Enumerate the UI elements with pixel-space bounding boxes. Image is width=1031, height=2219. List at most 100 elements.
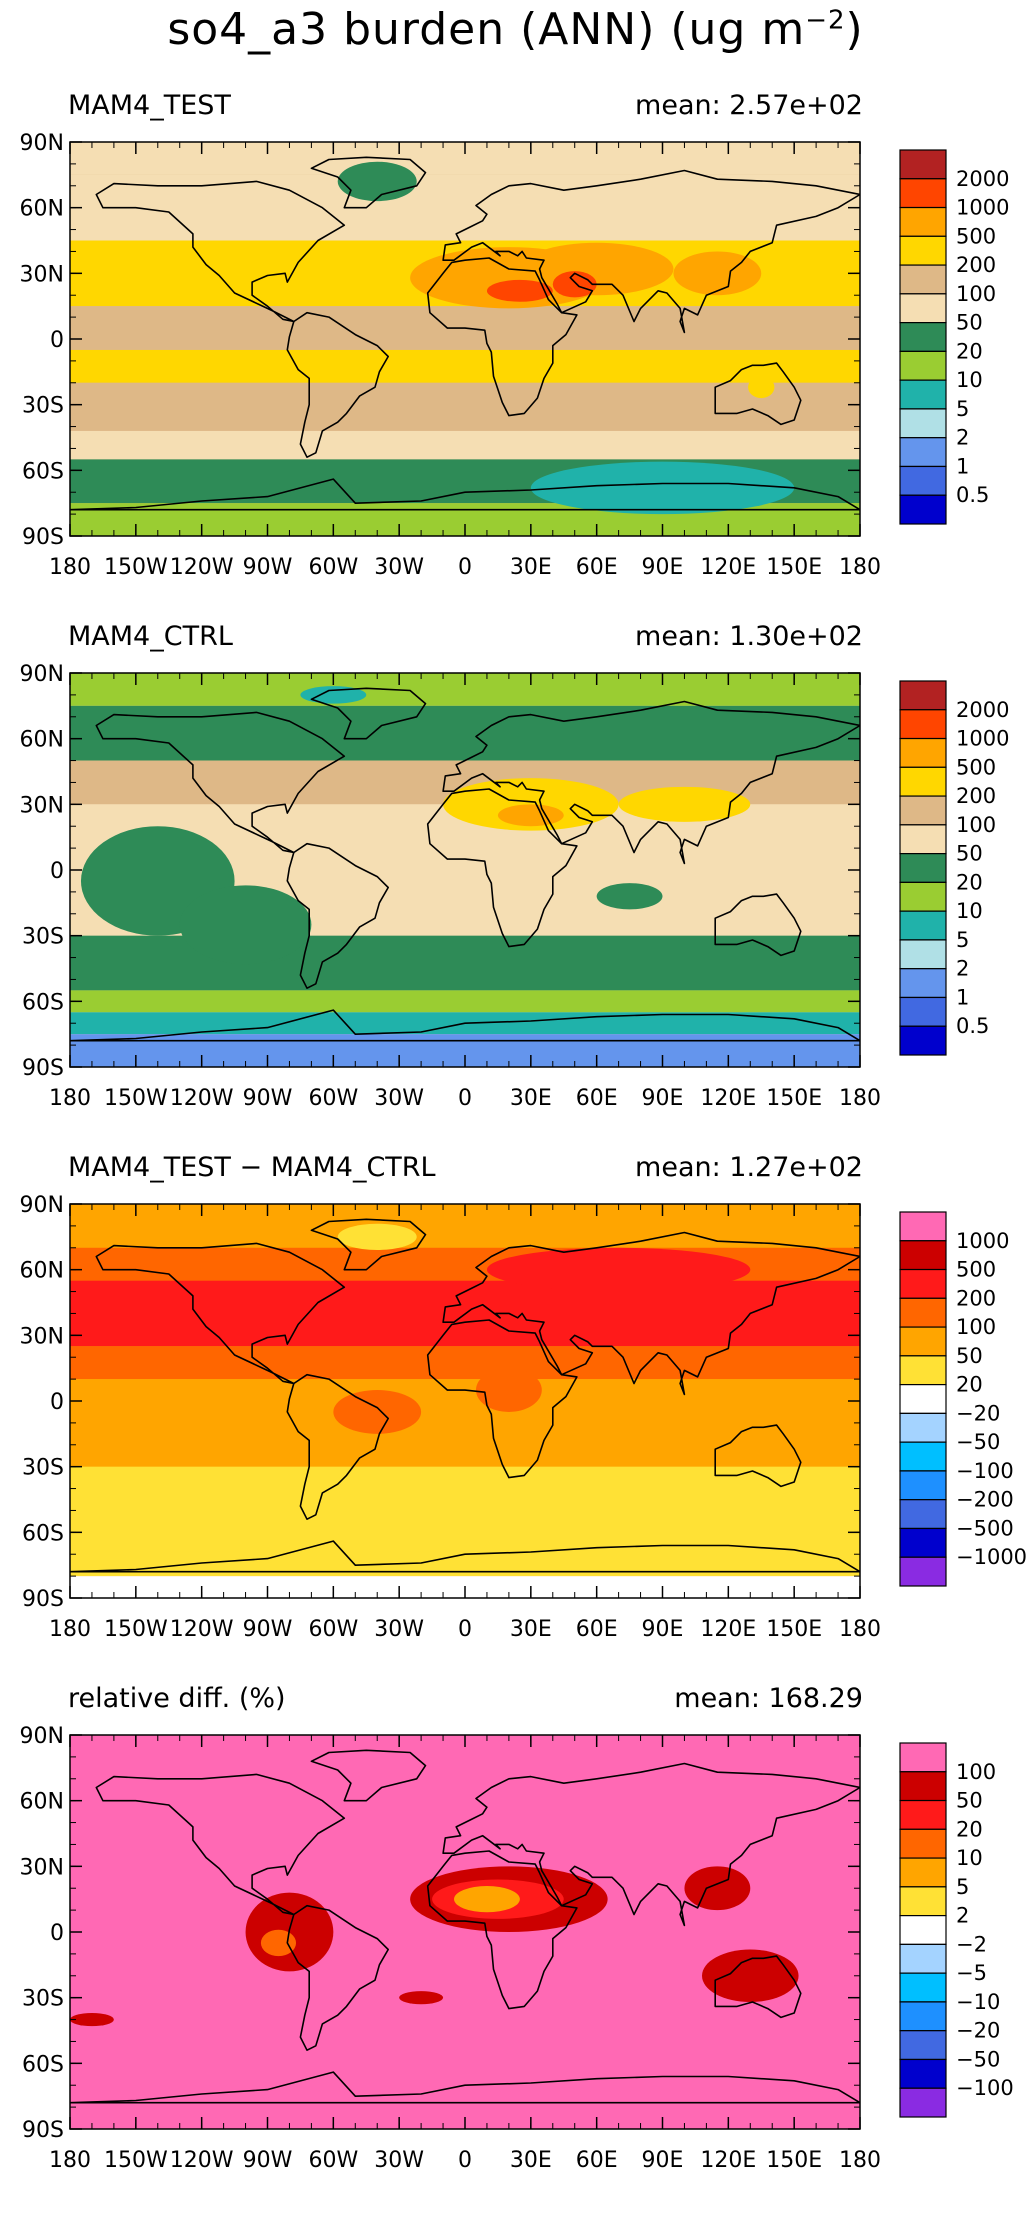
lon-tick-label: 0	[458, 1617, 472, 1642]
figure-title: so4_a3 burden (ANN) (ug m−2)	[167, 4, 864, 55]
lon-tick-label: 60W	[308, 1617, 358, 1642]
lat-tick-label: 60S	[22, 1521, 64, 1546]
lon-tick-label: 180	[839, 2148, 881, 2173]
colorbar-label: 50	[956, 1344, 983, 1368]
coastline-africa	[426, 1850, 578, 2010]
colorbar-label: 100	[956, 1760, 996, 1784]
colorbar-swatch	[899, 996, 947, 1027]
colorbar-swatch	[899, 379, 947, 410]
colorbar-label: 10	[956, 899, 983, 923]
lon-tick-label: 180	[49, 555, 91, 580]
coastline-antarctica	[70, 2071, 860, 2104]
colorbar-swatch	[899, 881, 947, 912]
field-blob	[596, 883, 663, 910]
colorbar-label: 0.5	[956, 1014, 989, 1038]
colorbar-swatch	[899, 437, 947, 468]
coastline-south-america	[286, 1904, 390, 2052]
coastline-greenland	[310, 1218, 427, 1271]
colorbar-swatch	[899, 1556, 947, 1587]
map-plot: 90N 60N 30N 0 30S 60S 90S 180 150W 120W 90W 60W 30W 0…	[20, 662, 881, 1111]
lon-tick-label: 150W	[104, 1617, 168, 1642]
colorbar-swatch	[899, 824, 947, 855]
lon-tick-label: 90W	[243, 2148, 293, 2173]
panel-title: MAM4_CTRL	[68, 621, 233, 652]
lon-tick-label: 60W	[308, 555, 358, 580]
lon-tick-label: 30W	[374, 2148, 424, 2173]
field-blob	[454, 1886, 520, 1913]
field-blob	[486, 1247, 751, 1292]
colorbar-label: 20	[956, 870, 983, 894]
coastline-africa	[426, 257, 578, 417]
coastline-eurasia	[442, 1231, 860, 1396]
lon-tick-label: 90E	[642, 555, 684, 580]
field-band	[70, 1379, 860, 1467]
colorbar-label: 2	[956, 957, 969, 981]
colorbar-label: 1000	[956, 196, 1009, 220]
colorbar-label: 5	[956, 928, 969, 952]
coastline-africa	[426, 788, 578, 948]
coastline-africa	[426, 1319, 578, 1479]
colorbar-label: 10	[956, 1846, 983, 1870]
lon-tick-label: 150E	[766, 1617, 822, 1642]
colorbar-swatch	[899, 968, 947, 999]
lon-tick-label: 150E	[766, 555, 822, 580]
coastline-north-america	[95, 1242, 346, 1385]
lon-tick-label: 180	[49, 1617, 91, 1642]
colorbar-swatch	[899, 264, 947, 295]
colorbar-swatch	[899, 1412, 947, 1443]
lon-tick-label: 120W	[170, 555, 234, 580]
lat-tick-label: 90S	[22, 1587, 64, 1612]
colorbar-label: 5	[956, 397, 969, 421]
coastline-greenland	[310, 1749, 427, 1802]
lon-tick-label: 0	[458, 2148, 472, 2173]
field-blob	[337, 1223, 417, 1250]
lat-tick-label: 0	[50, 859, 64, 884]
colorbar-swatch	[899, 1326, 947, 1357]
lon-tick-label: 150E	[766, 1086, 822, 1111]
coastline-greenland	[310, 156, 427, 209]
colorbar-label: 2000	[956, 698, 1009, 722]
lon-tick-label: 150E	[766, 2148, 822, 2173]
lon-tick-label: 0	[458, 1086, 472, 1111]
field-blob	[684, 1866, 751, 1911]
lon-tick-label: 180	[49, 2148, 91, 2173]
map-plot: 90N 60N 30N 0 30S 60S 90S 180 150W 120W 90W 60W 30W 0…	[20, 1193, 881, 1642]
field-blob	[618, 786, 751, 822]
field-band	[70, 349, 860, 383]
lat-tick-label: 30S	[22, 1987, 64, 2012]
lon-tick-label: 30E	[510, 2148, 552, 2173]
colorbar-label: −10	[956, 1990, 1000, 2014]
map-panel-test: MAM4_TEST mean: 2.57e+02 90N 60N 30N 0 30S 60…	[0, 90, 1031, 626]
colorbar-swatch	[899, 350, 947, 381]
colorbar-label: −100	[956, 2076, 1014, 2100]
lat-tick-label: 60S	[22, 459, 64, 484]
lat-tick-label: 0	[50, 1390, 64, 1415]
colorbar-swatch	[899, 1972, 947, 2003]
lon-tick-label: 150W	[104, 1086, 168, 1111]
lon-tick-label: 90E	[642, 1086, 684, 1111]
colorbar-label: 2000	[956, 167, 1009, 191]
panel-mean: mean: 1.30e+02	[635, 621, 863, 652]
colorbar-swatch	[899, 795, 947, 826]
colorbar-label: 50	[956, 842, 983, 866]
lon-tick-label: 60E	[576, 1617, 618, 1642]
colorbar-swatch	[899, 2001, 947, 2032]
colorbar-swatch	[899, 1211, 947, 1242]
colorbar-swatch	[899, 293, 947, 324]
lon-tick-label: 30W	[374, 1086, 424, 1111]
colorbar-swatch	[899, 1886, 947, 1917]
coastline-north-america	[95, 180, 346, 323]
field-blob	[260, 1929, 297, 1957]
colorbar-label: 1000	[956, 1229, 1009, 1253]
colorbar-swatch	[899, 853, 947, 883]
colorbar-swatch	[899, 408, 947, 439]
colorbar-label: −20	[956, 2019, 1000, 2043]
colorbar-label: 10	[956, 368, 983, 392]
coastline-antarctica	[70, 1009, 860, 1042]
lon-tick-label: 90W	[243, 1086, 293, 1111]
colorbar-swatch	[899, 178, 947, 209]
coastline-eurasia	[442, 1762, 860, 1927]
colorbar-label: 20	[956, 339, 983, 363]
map-plot: 90N 60N 30N 0 30S 60S 90S 180 150W 120W 90W 60W 30W 0…	[20, 131, 881, 580]
coastline-south-america	[286, 311, 390, 459]
